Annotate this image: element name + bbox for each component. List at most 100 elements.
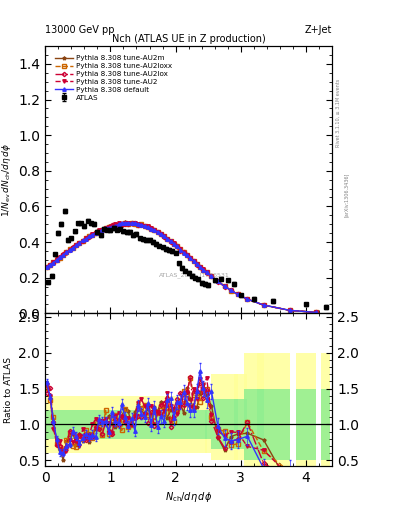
Y-axis label: Ratio to ATLAS: Ratio to ATLAS xyxy=(4,356,13,422)
Bar xyxy=(193,410,197,439)
Line: Pythia 8.308 tune-AU2loxx: Pythia 8.308 tune-AU2loxx xyxy=(45,221,317,314)
Pythia 8.308 tune-AU2lox xyxy=(94,230,98,236)
Bar xyxy=(138,396,141,453)
Pythia 8.308 tune-AU2lox xyxy=(314,309,318,315)
Pythia 8.308 default xyxy=(126,220,131,226)
Bar xyxy=(102,396,105,453)
Pythia 8.308 default xyxy=(314,309,318,315)
Pythia 8.308 default xyxy=(94,230,98,236)
Bar xyxy=(138,410,141,439)
Bar xyxy=(177,410,180,439)
Bar xyxy=(83,410,86,439)
Pythia 8.308 tune-AU2lox xyxy=(51,260,56,266)
Bar xyxy=(151,410,154,439)
Bar xyxy=(73,410,76,439)
Bar xyxy=(218,374,224,460)
Title: Nch (ATLAS UE in Z production): Nch (ATLAS UE in Z production) xyxy=(112,34,266,44)
Pythia 8.308 tune-AU2 xyxy=(64,249,69,255)
Bar xyxy=(177,396,180,453)
Bar xyxy=(190,396,193,453)
Bar xyxy=(66,396,70,453)
X-axis label: $N_{\rm ch}/d\eta\,d\phi$: $N_{\rm ch}/d\eta\,d\phi$ xyxy=(165,490,212,504)
Pythia 8.308 tune-AU2m xyxy=(185,252,189,258)
Bar xyxy=(167,396,171,453)
Pythia 8.308 default xyxy=(74,242,79,248)
Bar xyxy=(76,396,79,453)
Pythia 8.308 tune-AU2m xyxy=(123,220,127,226)
Bar xyxy=(224,374,231,460)
Bar xyxy=(141,410,145,439)
Bar xyxy=(60,396,63,453)
Pythia 8.308 tune-AU2 xyxy=(145,223,150,229)
Bar xyxy=(141,396,145,453)
Text: [arXiv:1306.3436]: [arXiv:1306.3436] xyxy=(344,173,349,217)
Bar xyxy=(57,410,60,439)
Bar xyxy=(63,410,66,439)
Pythia 8.308 tune-AU2lox xyxy=(132,220,137,226)
Bar xyxy=(122,410,125,439)
Bar xyxy=(190,410,193,439)
Bar xyxy=(132,410,135,439)
Bar xyxy=(89,410,92,439)
Pythia 8.308 tune-AU2 xyxy=(126,220,131,226)
Bar xyxy=(200,396,203,453)
Bar xyxy=(129,396,132,453)
Bar xyxy=(197,410,200,439)
Bar xyxy=(102,410,105,439)
Bar xyxy=(112,396,115,453)
Bar xyxy=(63,396,66,453)
Bar xyxy=(109,396,112,453)
Pythia 8.308 tune-AU2lox xyxy=(185,252,189,259)
Bar xyxy=(76,410,79,439)
Line: Pythia 8.308 tune-AU2: Pythia 8.308 tune-AU2 xyxy=(45,221,318,314)
Bar xyxy=(105,410,109,439)
Bar xyxy=(296,353,316,467)
Bar xyxy=(70,396,73,453)
Pythia 8.308 tune-AU2loxx xyxy=(314,309,318,315)
Bar xyxy=(180,396,184,453)
Legend: Pythia 8.308 tune-AU2m, Pythia 8.308 tune-AU2loxx, Pythia 8.308 tune-AU2lox, Pyt: Pythia 8.308 tune-AU2m, Pythia 8.308 tun… xyxy=(51,52,174,103)
Text: Rivet 3.1.10, ≥ 3.1M events: Rivet 3.1.10, ≥ 3.1M events xyxy=(336,78,341,147)
Line: Pythia 8.308 tune-AU2lox: Pythia 8.308 tune-AU2lox xyxy=(45,222,317,314)
Pythia 8.308 default xyxy=(145,224,150,230)
Bar xyxy=(234,399,247,450)
Bar xyxy=(203,410,207,439)
Bar xyxy=(161,396,164,453)
Bar xyxy=(50,410,53,439)
Pythia 8.308 tune-AU2loxx xyxy=(64,249,69,255)
Bar xyxy=(73,396,76,453)
Bar xyxy=(109,410,112,439)
Text: Z+Jet: Z+Jet xyxy=(305,26,332,35)
Pythia 8.308 tune-AU2lox xyxy=(44,264,49,270)
Pythia 8.308 tune-AU2loxx xyxy=(51,260,56,266)
Bar xyxy=(244,353,264,467)
Bar xyxy=(79,410,83,439)
Bar xyxy=(79,396,83,453)
Bar xyxy=(234,374,247,460)
Pythia 8.308 tune-AU2m xyxy=(64,250,69,256)
Bar xyxy=(115,410,119,439)
Bar xyxy=(132,396,135,453)
Bar xyxy=(184,396,187,453)
Bar xyxy=(193,396,197,453)
Bar xyxy=(296,389,316,460)
Pythia 8.308 default xyxy=(185,252,189,259)
Bar xyxy=(92,410,96,439)
Bar xyxy=(145,410,148,439)
Bar xyxy=(83,396,86,453)
Pythia 8.308 tune-AU2loxx xyxy=(185,252,189,259)
Pythia 8.308 tune-AU2loxx xyxy=(94,230,98,237)
Bar xyxy=(148,396,151,453)
Bar xyxy=(211,374,218,460)
Pythia 8.308 tune-AU2 xyxy=(94,229,98,236)
Bar xyxy=(122,396,125,453)
Bar xyxy=(203,396,207,453)
Bar xyxy=(224,399,231,450)
Bar xyxy=(205,396,211,453)
Bar xyxy=(154,410,158,439)
Bar xyxy=(119,410,122,439)
Line: Pythia 8.308 tune-AU2m: Pythia 8.308 tune-AU2m xyxy=(45,221,318,314)
Pythia 8.308 tune-AU2m xyxy=(94,230,98,236)
Pythia 8.308 tune-AU2lox xyxy=(74,242,79,248)
Bar xyxy=(158,396,161,453)
